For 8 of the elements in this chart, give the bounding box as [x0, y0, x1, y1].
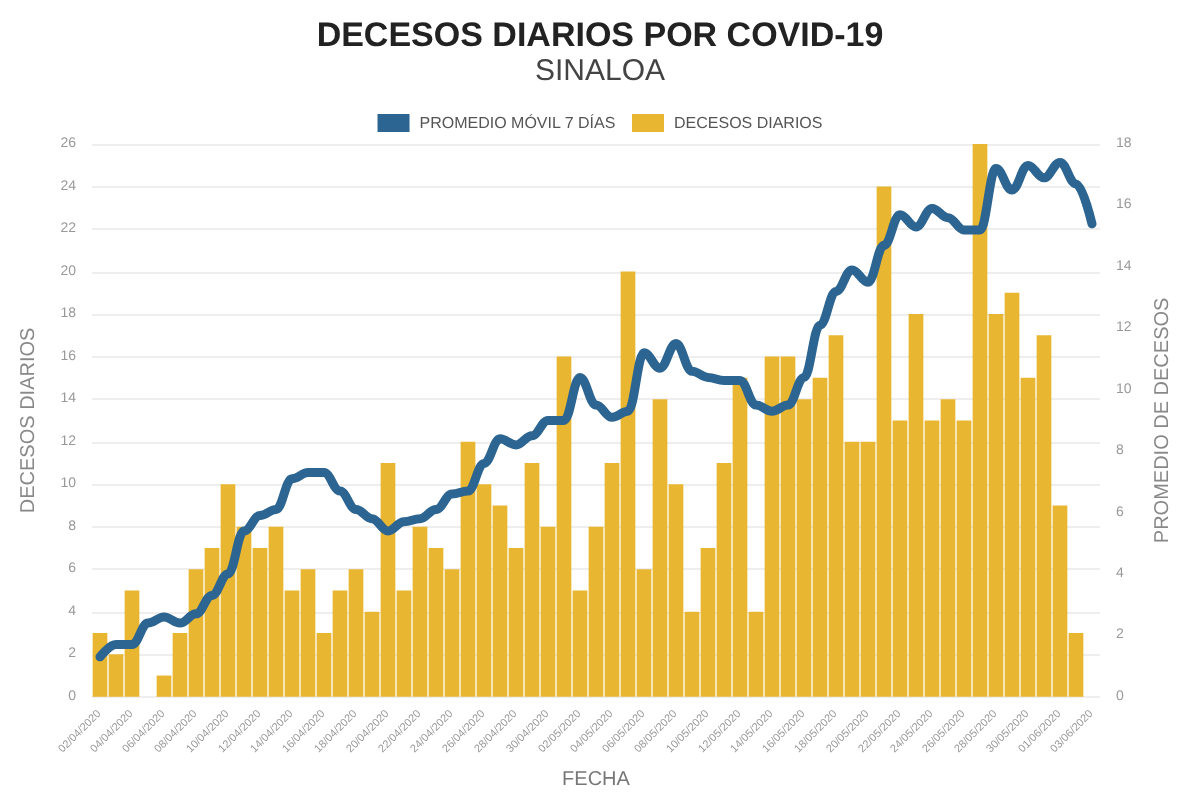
x-axis-title: FECHA [562, 769, 631, 791]
line-series [95, 157, 1097, 662]
y-axis-title: DECESOS DIARIOS [17, 326, 40, 514]
y2-axis-title: PROMEDIO DE DECESOS [1152, 296, 1175, 544]
legend-label: DECESOS DIARIOS [674, 114, 823, 132]
chart-subtitle: SINALOA [534, 54, 666, 88]
legend-label: PROMEDIO MÓVIL 7 DÍAS [419, 114, 616, 132]
chart-title: DECESOS DIARIOS POR COVID-19 [316, 16, 884, 54]
